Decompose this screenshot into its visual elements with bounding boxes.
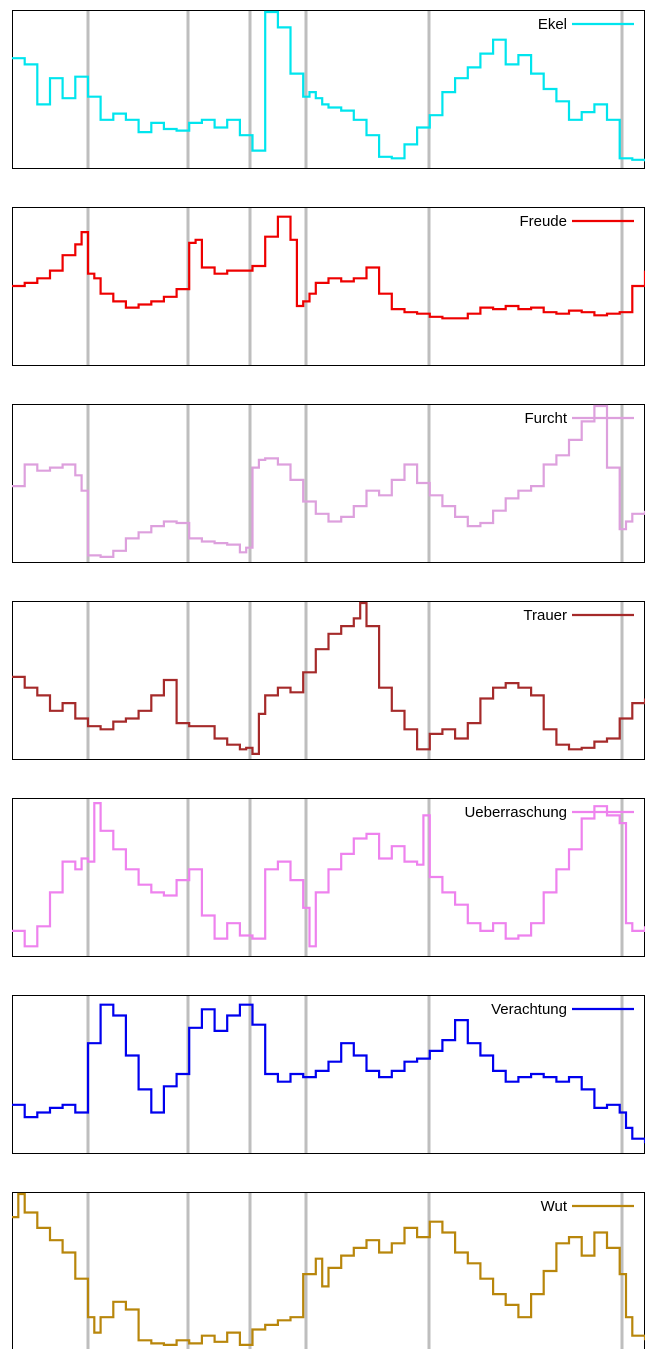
- chart-panel-furcht: Furcht: [12, 404, 645, 563]
- series-line-furcht: [12, 404, 645, 558]
- series-line-trauer: [12, 601, 645, 755]
- legend-label-ekel: Ekel: [538, 16, 567, 33]
- chart-panel-verachtung: Verachtung: [12, 995, 645, 1154]
- plot-frame: [12, 404, 645, 563]
- chart-panel-freude: Freude: [12, 207, 645, 366]
- chart-panel-trauer: Trauer: [12, 601, 645, 760]
- plot-frame: [12, 995, 645, 1154]
- chart-panel-ueberraschung: Ueberraschung: [12, 798, 645, 957]
- series-line-freude: [12, 215, 645, 320]
- legend-label-furcht: Furcht: [524, 410, 567, 427]
- plot-frame: [12, 601, 645, 760]
- series-line-ekel: [12, 10, 645, 162]
- plot-frame: [12, 207, 645, 366]
- plot-frame: [12, 10, 645, 169]
- series-line-verachtung: [12, 1003, 645, 1144]
- legend-label-ueberraschung: Ueberraschung: [464, 804, 567, 821]
- chart-panel-ekel: Ekel: [12, 10, 645, 169]
- legend-label-wut: Wut: [541, 1198, 568, 1215]
- legend-label-trauer: Trauer: [523, 607, 567, 624]
- chart-panel-wut: Wut: [12, 1192, 645, 1349]
- series-line-wut: [12, 1192, 645, 1346]
- series-line-ueberraschung: [12, 802, 645, 948]
- legend-label-verachtung: Verachtung: [491, 1001, 567, 1018]
- legend-label-freude: Freude: [519, 213, 567, 230]
